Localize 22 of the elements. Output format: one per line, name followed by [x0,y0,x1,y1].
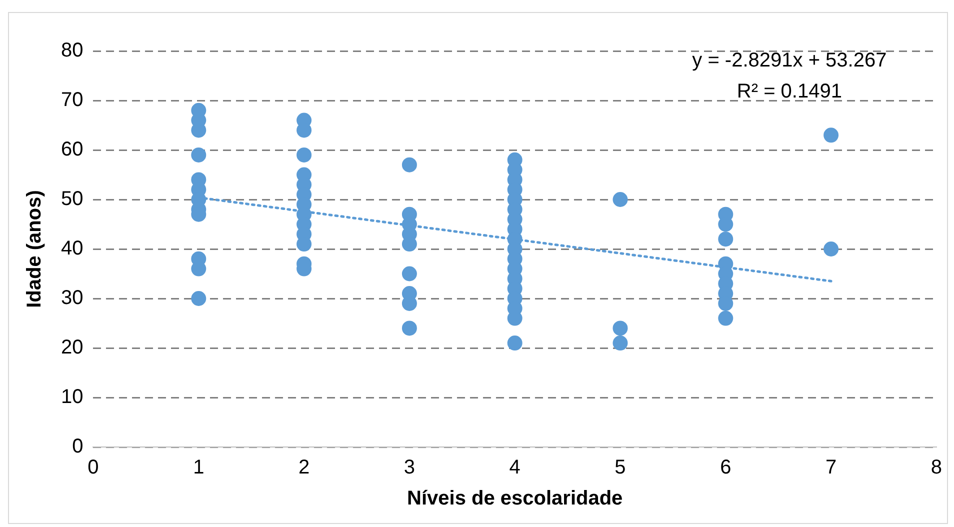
y-axis-title: Idade (anos) [24,190,46,308]
x-tick-label: 4 [509,456,520,479]
x-tick-label: 5 [614,456,626,479]
x-tick-label: 8 [930,456,942,479]
y-tick-label: 70 [60,89,84,112]
y-tick-label: 20 [60,336,84,359]
y-tick-label: 30 [60,287,84,310]
y-tick-label: 60 [60,138,84,161]
annotation: y = -2.8291x + 53.267 [692,50,887,72]
x-tick-label: 7 [825,456,837,479]
y-tick-label: 40 [60,238,84,260]
y-tick-label: 10 [60,386,84,408]
x-axis-title: Níveis de escolaridade [407,488,623,510]
x-tick-label: 2 [298,456,310,479]
x-tick-label: 3 [404,456,416,479]
x-tick-label: 6 [720,456,732,479]
x-tick-label: 0 [88,456,99,479]
annotation: R² = 0.1491 [736,80,842,103]
x-tick-label: 1 [193,456,204,479]
y-tick-label: 80 [60,40,84,62]
y-tick-label: 50 [60,188,84,210]
y-tick-label: 0 [72,436,84,458]
